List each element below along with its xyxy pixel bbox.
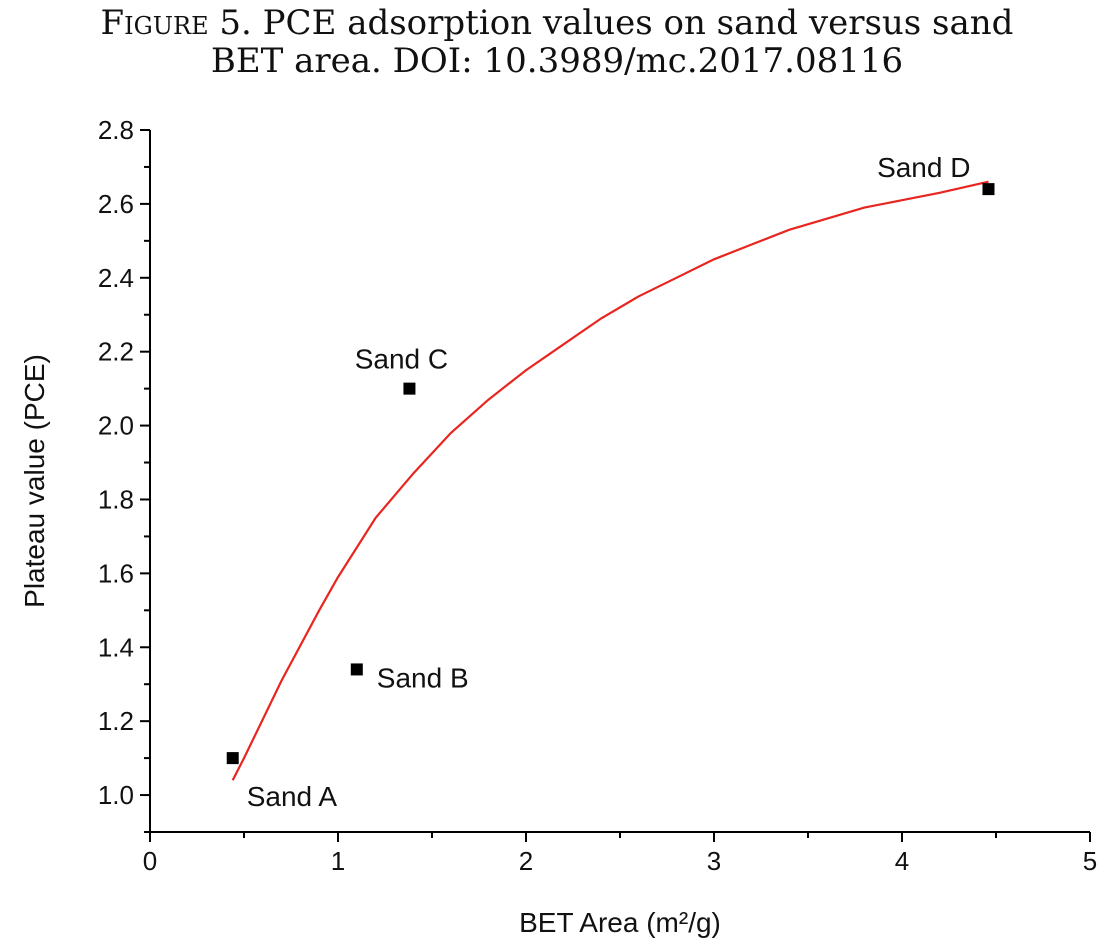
y-tick-label-7: 2.4 <box>98 263 134 293</box>
caption-text-1: PCE adsorption values on sand versus san… <box>262 3 1014 43</box>
y-tick-label-9: 2.8 <box>98 115 134 145</box>
point-marker-2 <box>403 382 416 395</box>
y-tick-label-8: 2.6 <box>98 189 134 219</box>
x-tick-label-4: 4 <box>895 846 909 876</box>
x-tick-label-3: 3 <box>707 846 721 876</box>
x-axis-label: BET Area (m²/g) <box>519 907 721 938</box>
x-tick-label-1: 1 <box>331 846 345 876</box>
point-label-0: Sand A <box>247 781 338 812</box>
y-tick-label-2: 1.4 <box>98 632 134 662</box>
fit-curve <box>231 180 989 781</box>
y-axis-label: Plateau value (PCE) <box>19 354 50 608</box>
point-marker-0 <box>226 752 239 765</box>
point-marker-1 <box>350 663 363 676</box>
caption-line-1: Figure 5. PCE adsorption values on sand … <box>0 4 1114 42</box>
x-tick-label-2: 2 <box>519 846 533 876</box>
y-tick-label-1: 1.2 <box>98 706 134 736</box>
y-tick-label-4: 1.8 <box>98 484 134 514</box>
y-tick-label-3: 1.6 <box>98 558 134 588</box>
fit-curve-layer <box>231 180 989 781</box>
figure-number: Figure 5. <box>100 3 252 43</box>
points-layer: Sand A Sand B Sand C Sand D <box>226 152 995 812</box>
y-tick-label-0: 1.0 <box>98 780 134 810</box>
x-tick-label-5: 5 <box>1083 846 1097 876</box>
caption-line-2: BET area. DOI: 10.3989/mc.2017.08116 <box>210 41 904 81</box>
point-label-1: Sand B <box>377 662 469 693</box>
point-label-2: Sand C <box>355 344 448 375</box>
point-label-3: Sand D <box>877 152 970 183</box>
axes: 0 1 2 3 4 5 1.0 1.2 1.4 1.6 1.8 2.0 2.2 2.4 2.6 2.8 <box>98 115 1097 876</box>
x-tick-label-0: 0 <box>143 846 157 876</box>
figure-caption: Figure 5. PCE adsorption values on sand … <box>0 4 1114 80</box>
y-tick-label-5: 2.0 <box>98 411 134 441</box>
point-marker-3 <box>982 183 995 196</box>
y-tick-label-6: 2.2 <box>98 337 134 367</box>
